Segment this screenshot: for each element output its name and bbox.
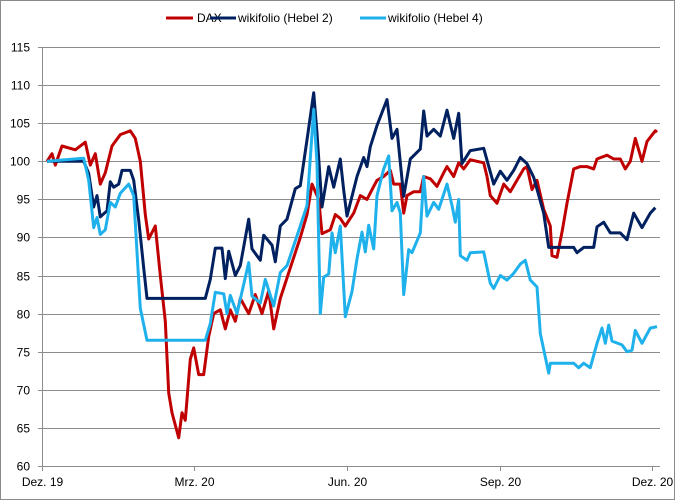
series-line-wikifolio-hebel-2 xyxy=(47,91,657,300)
x-tick-label: Jun. 20 xyxy=(328,475,368,489)
series-line-dax xyxy=(45,129,658,440)
legend-label-hebel-4: wikifolio (Hebel 4) xyxy=(387,11,483,25)
legend-item-hebel-2: wikifolio (Hebel 2) xyxy=(210,11,333,25)
legend-label-dax: DAX xyxy=(197,11,222,25)
legend: DAX wikifolio (Hebel 2) wikifolio (Hebel… xyxy=(166,11,483,25)
y-tick-label: 80 xyxy=(17,308,31,322)
y-tick-label: 90 xyxy=(17,231,31,245)
y-tick-label: 95 xyxy=(17,193,31,207)
y-tick-label: 85 xyxy=(17,270,31,284)
series-lines xyxy=(45,91,658,440)
x-axis: Dez. 19 Mrz. 20 Jun. 20 Sep. 20 Dez. 20 xyxy=(22,466,674,489)
y-tick-label: 60 xyxy=(17,460,31,474)
series-line-wikifolio-hebel-4 xyxy=(46,108,658,375)
x-tick-label: Dez. 20 xyxy=(632,475,674,489)
legend-item-dax: DAX xyxy=(166,11,222,25)
y-axis: 60 65 70 75 80 85 90 95 100 105 110 115 xyxy=(10,41,43,474)
x-tick-label: Sep. 20 xyxy=(480,475,522,489)
y-tick-label: 105 xyxy=(10,117,30,131)
y-tick-label: 110 xyxy=(11,79,30,93)
legend-item-hebel-4: wikifolio (Hebel 4) xyxy=(360,11,483,25)
x-tick-label: Mrz. 20 xyxy=(174,475,214,489)
y-tick-label: 115 xyxy=(11,41,30,55)
y-tick-label: 100 xyxy=(10,155,30,169)
y-tick-label: 70 xyxy=(17,384,31,398)
x-tick-label: Dez. 19 xyxy=(22,475,64,489)
y-tick-label: 65 xyxy=(17,422,31,436)
y-tick-label: 75 xyxy=(17,346,31,360)
legend-label-hebel-2: wikifolio (Hebel 2) xyxy=(237,11,333,25)
